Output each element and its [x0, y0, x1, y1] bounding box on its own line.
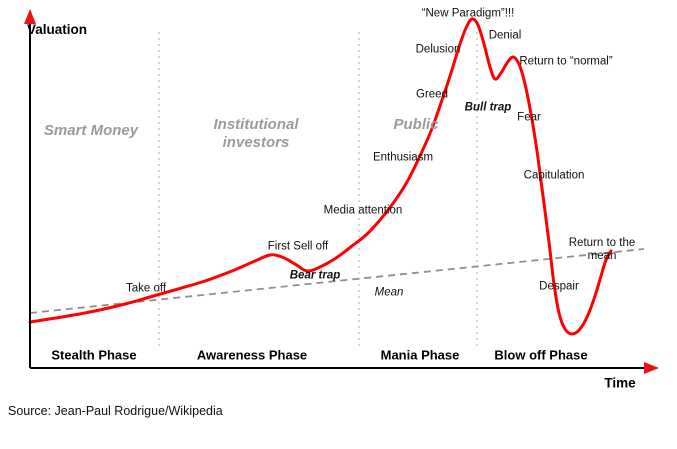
source-caption: Source: Jean-Paul Rodrigue/Wikipedia	[8, 404, 223, 418]
y-axis-label: Valuation	[27, 22, 88, 37]
valuation-curve	[28, 17, 613, 336]
x-axis-label: Time	[604, 375, 636, 391]
x-axis-arrow-icon	[644, 362, 659, 374]
y-axis-arrow-icon	[24, 9, 36, 24]
phase-separators	[158, 32, 478, 347]
